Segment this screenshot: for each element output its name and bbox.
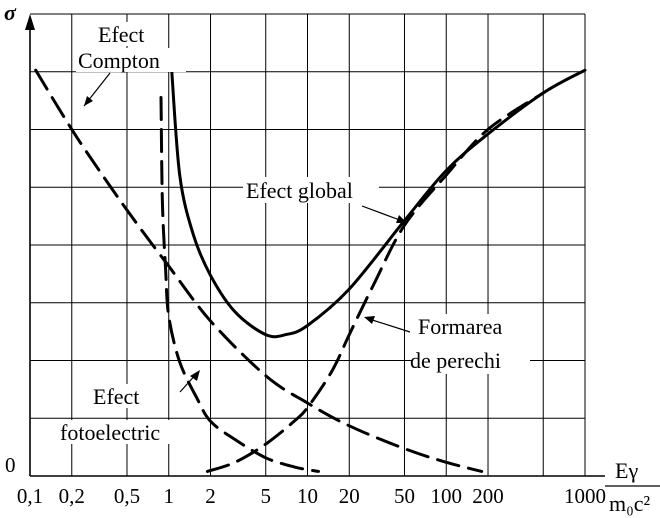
x-axis-label-numerator: Eγ — [615, 458, 638, 483]
label-formarea-line2: de perechi — [410, 348, 501, 373]
series-line-efect-fotoelectric — [159, 96, 320, 473]
x-tick-label: 10 — [297, 484, 318, 508]
axes — [25, 14, 605, 477]
x-tick-label: 2 — [205, 484, 216, 508]
y-axis-arrow-icon — [25, 14, 35, 30]
label-efect-compton-line1: Efect — [98, 22, 144, 47]
x-tick-labels: 0,1 0,2 0,5 1 2 5 10 20 50 100 200 1000 — [17, 484, 606, 508]
x-axis-label-denominator: m₀c² — [609, 491, 651, 516]
x-tick-label: 200 — [472, 484, 504, 508]
y-zero-label: 0 — [5, 453, 16, 477]
series-line-efect-global — [170, 68, 587, 339]
series-line-formarea-de-perechi — [205, 91, 545, 473]
x-tick-label: 100 — [431, 484, 463, 508]
x-tick-label: 0,1 — [17, 484, 43, 508]
y-axis-label: σ — [4, 0, 17, 25]
label-efect-global: Efect global — [246, 178, 353, 203]
x-tick-label: 20 — [339, 484, 360, 508]
x-tick-label: 50 — [394, 484, 415, 508]
label-formarea-line1: Formarea — [418, 314, 503, 339]
x-tick-label: 1000 — [564, 484, 606, 508]
label-efect-fotoelectric-line1: Efect — [93, 384, 139, 409]
arrowhead-formarea-icon — [364, 316, 375, 324]
x-tick-label: 5 — [260, 484, 271, 508]
series-line-efect-compton — [34, 68, 484, 473]
arrowhead-efect-compton-icon — [84, 96, 93, 106]
x-tick-label: 0,2 — [59, 484, 85, 508]
x-tick-label: 0,5 — [114, 484, 140, 508]
arrowhead-efect-global-icon — [396, 215, 407, 223]
label-efect-compton-line2: Compton — [78, 48, 160, 73]
curves — [34, 68, 587, 473]
x-tick-label: 1 — [164, 484, 175, 508]
arrowhead-efect-fotoelectric-icon — [190, 370, 200, 381]
annotations: Efect Compton Efect global Formarea de p… — [58, 22, 530, 445]
label-efect-fotoelectric-line2: fotoelectric — [60, 420, 160, 445]
